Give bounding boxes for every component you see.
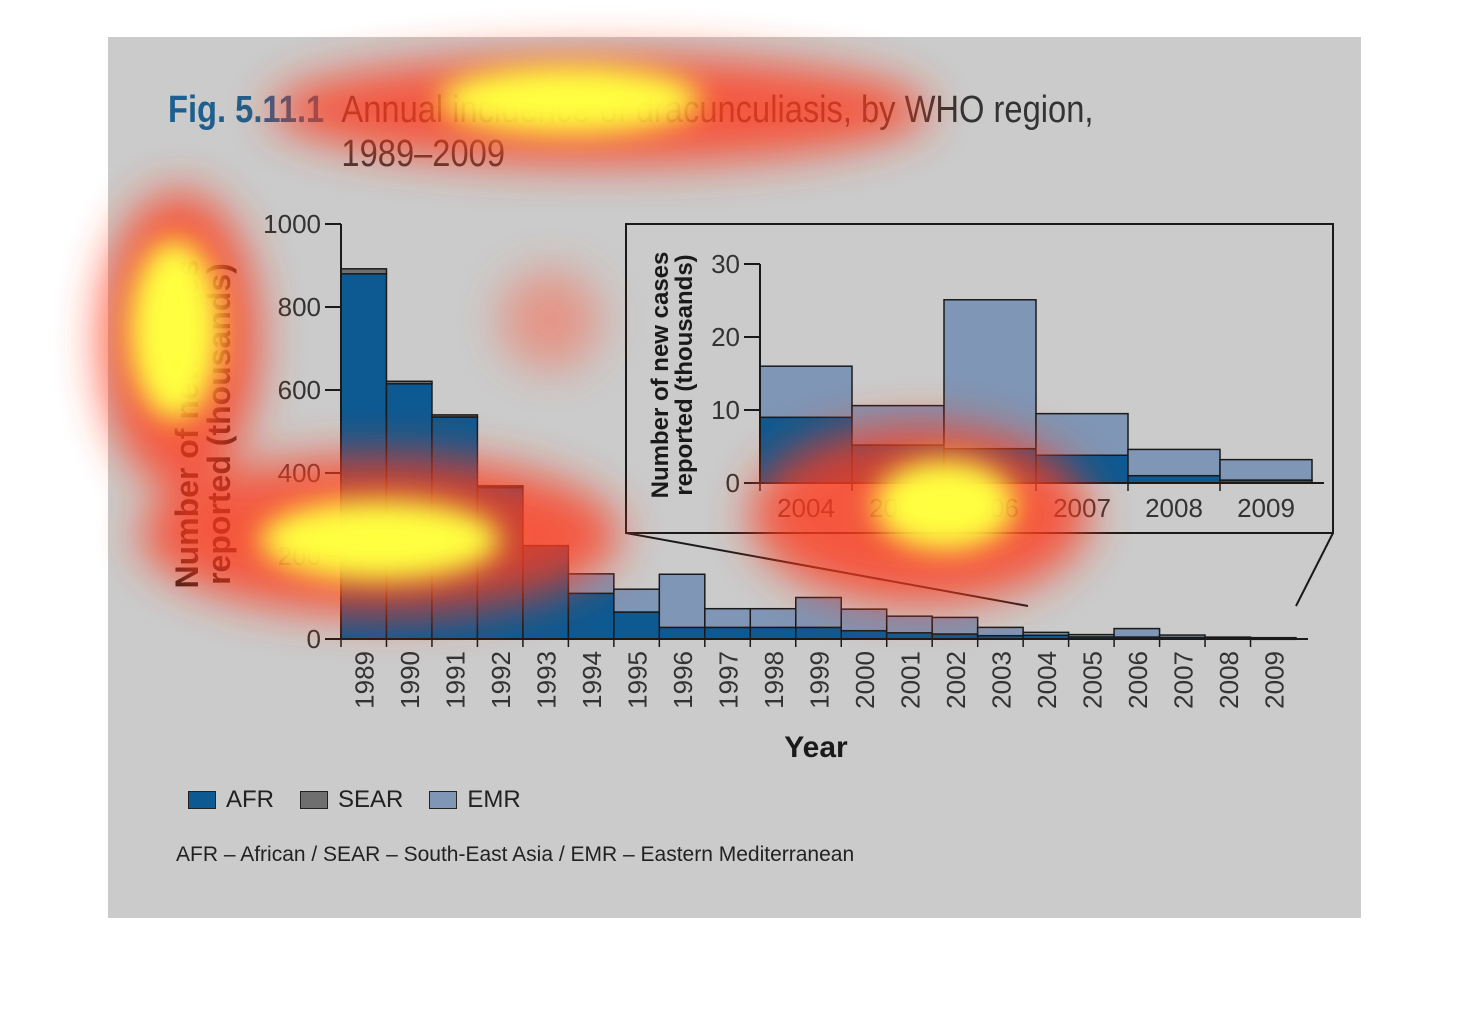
y-tick-label: 600	[278, 375, 321, 405]
bar-afr-2006	[943, 447, 1037, 484]
legend-swatch-emr	[429, 791, 458, 809]
y-tick-label: 400	[278, 458, 321, 488]
y-axis-title-line: reported (thousands)	[671, 254, 698, 495]
x-tick-label: 1995	[623, 651, 653, 709]
bar-afr-2007	[1035, 454, 1129, 484]
bar-emr-2008	[1127, 448, 1221, 477]
bar-sear-1992	[476, 485, 524, 489]
footnote: AFR – African / SEAR – South-East Asia /…	[176, 843, 855, 866]
x-tick-label: 1996	[668, 651, 698, 709]
bar-emr-2001	[885, 615, 933, 634]
bar-afr-1994	[567, 592, 615, 640]
legend-label: SEAR	[338, 786, 404, 813]
bar-emr-1998	[749, 607, 797, 629]
bar-afr-2008	[1127, 474, 1221, 484]
x-axis-title: Year	[784, 731, 848, 764]
x-tick-label: 2004	[777, 493, 835, 523]
bar-emr-2002	[931, 616, 979, 635]
x-tick-label: 1993	[532, 651, 562, 709]
y-tick-label: 800	[278, 292, 321, 322]
bar-afr-1990	[385, 383, 433, 640]
bar-emr-1994	[567, 573, 615, 595]
x-tick-label: 2009	[1259, 651, 1289, 709]
bar-emr-2007	[1158, 634, 1206, 639]
y-axis-title-line: Number of new cases	[169, 260, 205, 589]
x-tick-label: 2005	[869, 493, 927, 523]
x-tick-label: 2003	[986, 651, 1016, 709]
x-tick-label: 2004	[1032, 651, 1062, 709]
x-tick-label: 1989	[350, 651, 380, 709]
x-tick-label: 2000	[850, 651, 880, 709]
bar-sear-1990	[385, 380, 433, 385]
legend-item-afr: AFR	[188, 786, 274, 814]
x-tick-label: 1990	[395, 651, 425, 709]
bar-emr-2005	[1067, 633, 1115, 638]
x-tick-label: 2008	[1145, 493, 1203, 523]
x-tick-label: 2002	[941, 651, 971, 709]
legend: AFR SEAR EMR	[188, 786, 521, 814]
y-tick-label: 0	[726, 468, 740, 498]
y-axis-title-line: reported (thousands)	[201, 263, 237, 585]
bar-emr-1995	[613, 588, 661, 613]
legend-label: AFR	[226, 786, 274, 813]
bar-afr-1993	[522, 544, 570, 640]
x-tick-label: 1997	[714, 651, 744, 709]
x-tick-label: 2005	[1077, 651, 1107, 709]
x-tick-label: 1998	[759, 651, 789, 709]
x-tick-label: 1994	[577, 651, 607, 709]
bar-emr-2007	[1035, 412, 1129, 457]
legend-swatch-afr	[188, 791, 216, 809]
bar-afr-1999	[795, 626, 842, 640]
bar-afr-2005	[851, 444, 945, 484]
legend-swatch-sear	[300, 791, 328, 809]
bar-afr-1989	[340, 273, 388, 640]
y-axis-title: Number of new casesreported (thousands)	[647, 252, 698, 499]
bar-emr-2000	[840, 608, 888, 632]
bar-sear-1991	[431, 414, 479, 418]
x-tick-label: 2001	[895, 651, 925, 709]
inset-chart: 0 10 20 30 2004 2005 2006 2007 2008 2009 Number of…	[647, 249, 1324, 523]
x-tick-label: 1991	[441, 651, 471, 709]
legend-label: EMR	[467, 786, 521, 813]
x-tick-label: 2006	[961, 493, 1019, 523]
bar-afr-1995	[613, 611, 661, 640]
y-tick-label: 0	[307, 624, 321, 654]
bar-afr-1992	[476, 486, 524, 640]
bar-emr-1999	[795, 596, 842, 629]
bar-emr-2009	[1219, 458, 1313, 481]
bar-emr-2004	[759, 365, 853, 419]
x-tick-label: 2009	[1237, 493, 1295, 523]
bar-emr-2006	[943, 299, 1037, 450]
x-tick-label: 2007	[1168, 651, 1198, 709]
bar-afr-2000	[840, 629, 888, 640]
bar-emr-2006	[1113, 627, 1161, 638]
x-tick-label: 2007	[1053, 493, 1111, 523]
bar-emr-1996	[658, 573, 706, 629]
bar-sear-1989	[340, 268, 388, 275]
y-axis-title-line: Number of new cases	[647, 252, 674, 499]
y-tick-label: 200	[278, 541, 321, 571]
y-tick-label: 1000	[263, 209, 321, 239]
bar-afr-1991	[431, 416, 479, 640]
y-tick-label: 20	[711, 322, 740, 352]
bar-emr-1997	[704, 607, 752, 629]
x-tick-label: 1999	[805, 651, 835, 709]
bar-emr-2004	[1022, 631, 1070, 637]
legend-item-emr: EMR	[429, 786, 521, 814]
bar-afr-1997	[704, 626, 752, 640]
bar-afr-1998	[749, 626, 797, 640]
x-tick-label: 2006	[1123, 651, 1153, 709]
bar-afr-1996	[658, 626, 706, 640]
y-tick-label: 30	[711, 249, 740, 279]
y-tick-label: 10	[711, 395, 740, 425]
legend-item-sear: SEAR	[300, 786, 403, 814]
bar-afr-2004	[759, 416, 853, 484]
bar-emr-2003	[976, 626, 1024, 637]
zoom-connector-right	[1295, 532, 1334, 607]
bar-emr-2005	[851, 404, 945, 446]
x-tick-label: 2008	[1214, 651, 1244, 709]
y-axis-title: Number of new casesreported (thousands)	[169, 260, 237, 589]
x-tick-label: 1992	[486, 651, 516, 709]
